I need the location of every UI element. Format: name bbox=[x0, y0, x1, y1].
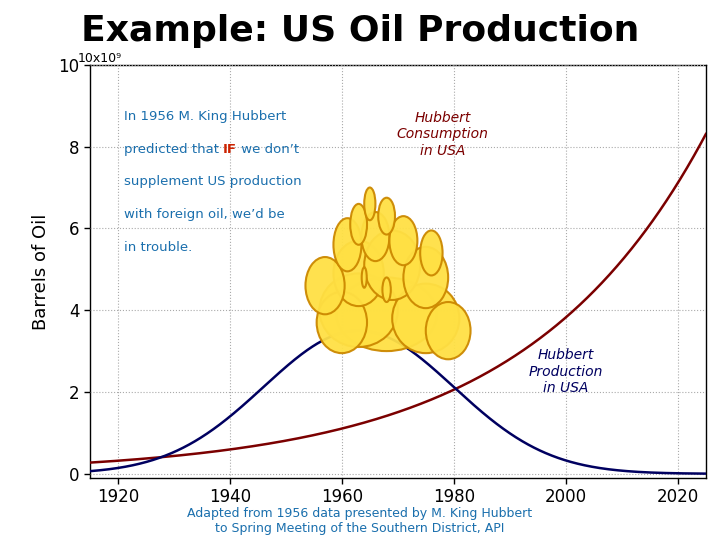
Ellipse shape bbox=[320, 273, 398, 347]
Text: Example: US Oil Production: Example: US Oil Production bbox=[81, 14, 639, 48]
Ellipse shape bbox=[364, 187, 375, 220]
Ellipse shape bbox=[333, 241, 384, 306]
Text: In 1956 M. King Hubbert: In 1956 M. King Hubbert bbox=[124, 110, 286, 123]
Text: we don’t: we don’t bbox=[237, 143, 299, 156]
Ellipse shape bbox=[420, 231, 443, 275]
Ellipse shape bbox=[305, 257, 345, 314]
Ellipse shape bbox=[392, 284, 459, 353]
Text: IF: IF bbox=[222, 143, 237, 156]
Ellipse shape bbox=[336, 278, 437, 351]
Ellipse shape bbox=[382, 278, 391, 302]
Ellipse shape bbox=[403, 247, 448, 308]
Ellipse shape bbox=[333, 218, 361, 271]
Text: 10x10⁹: 10x10⁹ bbox=[78, 52, 122, 65]
Ellipse shape bbox=[317, 292, 367, 353]
Text: Hubbert
Consumption
in USA: Hubbert Consumption in USA bbox=[397, 111, 488, 158]
Ellipse shape bbox=[364, 231, 420, 300]
Ellipse shape bbox=[426, 302, 471, 359]
Y-axis label: Barrels of Oil: Barrels of Oil bbox=[32, 213, 50, 329]
Ellipse shape bbox=[390, 216, 418, 265]
Text: supplement US production: supplement US production bbox=[124, 176, 301, 188]
Text: in trouble.: in trouble. bbox=[124, 241, 192, 254]
Ellipse shape bbox=[361, 267, 366, 288]
Ellipse shape bbox=[350, 204, 367, 245]
Text: Adapted from 1956 data presented by M. King Hubbert
to Spring Meeting of the Sou: Adapted from 1956 data presented by M. K… bbox=[187, 507, 533, 535]
Text: predicted that: predicted that bbox=[124, 143, 222, 156]
Text: with foreign oil, we’d be: with foreign oil, we’d be bbox=[124, 208, 284, 221]
Text: Hubbert
Production
in USA: Hubbert Production in USA bbox=[528, 348, 603, 395]
Ellipse shape bbox=[361, 212, 390, 261]
Ellipse shape bbox=[378, 198, 395, 234]
